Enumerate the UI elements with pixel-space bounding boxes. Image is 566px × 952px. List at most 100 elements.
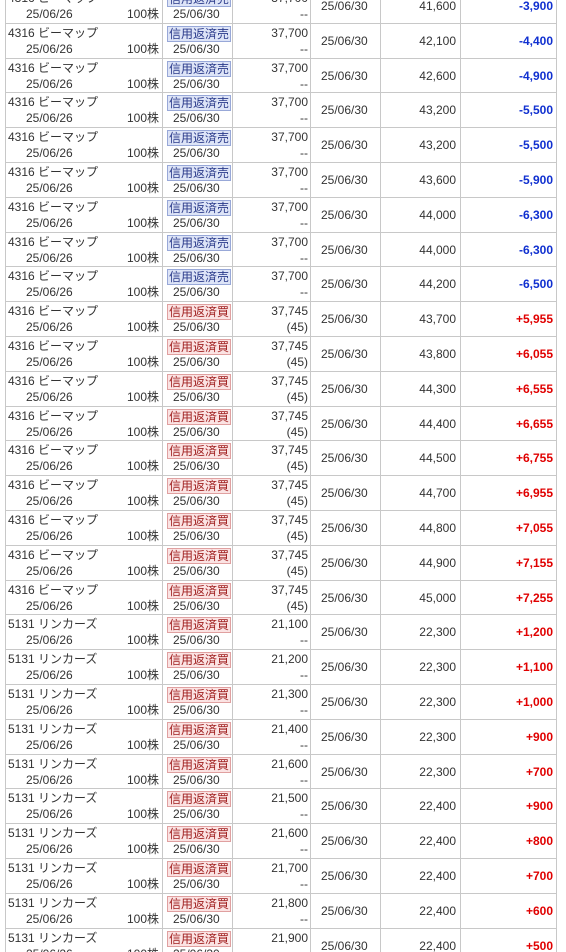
table-cell: 25/06/30	[310, 302, 380, 336]
close-price: 44,900	[419, 555, 456, 570]
open-date: 25/06/26	[26, 598, 73, 613]
quantity: 100株	[126, 146, 159, 161]
stock-name: 5131 リンカーズ	[8, 826, 98, 841]
table-cell: 25/06/30	[310, 267, 380, 302]
table-cell: 21,200 --	[232, 650, 310, 684]
price-sub: (45)	[286, 424, 308, 439]
table-cell: 37,745 (45)	[232, 406, 310, 441]
table-cell: +1,000	[460, 685, 557, 719]
settle-date: 25/06/30	[173, 459, 220, 474]
table-cell: -4,900	[460, 58, 557, 93]
settle-date: 25/06/30	[173, 181, 220, 195]
table-row: 5131 リンカーズ 25/06/26 100株 信用返済買 25/06/30 21,30…	[5, 685, 557, 720]
stock-name: 4316 ビーマップ	[8, 339, 99, 353]
close-date: 25/06/30	[321, 903, 368, 918]
profit-loss: +7,055	[515, 521, 553, 535]
table-cell: 21,300 --	[232, 685, 310, 719]
table-cell: 44,700	[380, 476, 460, 510]
close-price: 43,800	[419, 347, 456, 361]
close-date: 25/06/30	[321, 764, 368, 779]
table-cell: 37,700--	[232, 163, 310, 197]
trade-type: 信用返済買	[167, 443, 231, 460]
open-date: 25/06/26	[26, 146, 73, 161]
quantity: 100株	[126, 215, 159, 230]
table-cell: -6,300	[460, 232, 557, 267]
trade-type: 信用返済買	[167, 826, 231, 843]
table-cell: 25/06/30	[310, 93, 380, 128]
price-sub: --	[300, 842, 308, 857]
open-price: 21,600	[271, 826, 308, 841]
profit-loss: +6,655	[515, 416, 553, 431]
table-cell: 22,400	[380, 859, 460, 893]
open-date: 25/06/26	[26, 494, 73, 509]
table-cell: 44,200	[380, 267, 460, 302]
table-cell: 25/06/30	[310, 441, 380, 476]
price-sub: --	[300, 807, 308, 822]
table-cell: -3,900	[460, 0, 557, 23]
stock-name: 4316 ビーマップ	[8, 234, 99, 249]
close-price: 44,400	[419, 416, 456, 431]
open-price: 37,745	[271, 373, 308, 388]
close-price: 42,600	[419, 68, 456, 83]
open-price: 37,745	[271, 443, 308, 458]
stock-name: 4316 ビーマップ	[8, 95, 99, 110]
open-date: 25/06/26	[26, 111, 73, 126]
quantity: 100株	[126, 459, 159, 474]
open-date: 25/06/26	[26, 807, 73, 822]
table-cell: 25/06/30	[310, 580, 380, 615]
close-price: 44,700	[419, 486, 456, 501]
table-cell: +500	[460, 928, 557, 952]
close-price: 22,400	[419, 834, 456, 849]
settle-date: 25/06/30	[173, 911, 220, 926]
close-price: 42,100	[419, 33, 456, 48]
stock-name: 4316 ビーマップ	[8, 408, 99, 423]
close-price: 43,200	[419, 103, 456, 118]
open-price: 21,400	[271, 721, 308, 736]
table-cell: 25/06/30	[310, 685, 380, 719]
table-cell: 37,700--	[232, 197, 310, 232]
table-cell: 42,600	[380, 58, 460, 93]
close-date: 25/06/30	[321, 242, 368, 257]
settle-date: 25/06/30	[173, 146, 220, 161]
table-cell: +700	[460, 754, 557, 789]
stock-name: 5131 リンカーズ	[8, 930, 98, 945]
close-date: 25/06/30	[321, 486, 368, 501]
quantity: 100株	[126, 737, 159, 752]
close-date: 25/06/30	[321, 347, 368, 361]
table-cell: +1,200	[460, 615, 557, 650]
close-date: 25/06/30	[321, 938, 368, 952]
stock-name: 4316 ビーマップ	[8, 0, 98, 5]
open-date: 25/06/26	[26, 529, 73, 543]
close-date: 25/06/30	[321, 451, 368, 466]
quantity: 100株	[126, 181, 159, 195]
close-date: 25/06/30	[321, 33, 368, 48]
table-row: 5131 リンカーズ 25/06/26 100株 信用返済買 25/06/30 21,40…	[5, 719, 557, 755]
quantity: 100株	[126, 41, 159, 56]
table-cell: 25/06/30	[310, 232, 380, 267]
table-cell: 25/06/30	[310, 615, 380, 650]
table-cell: 43,800	[380, 337, 460, 371]
table-cell: 37,745 (45)	[232, 337, 310, 371]
open-date: 25/06/26	[26, 563, 73, 578]
stock-name: 5131 リンカーズ	[8, 652, 98, 667]
open-price: 37,700	[271, 234, 308, 249]
table-cell: 44,000	[380, 197, 460, 232]
close-price: 44,800	[419, 521, 456, 535]
table-cell: 45,000	[380, 580, 460, 615]
table-cell: -5,500	[460, 93, 557, 128]
close-date: 25/06/30	[321, 416, 368, 431]
